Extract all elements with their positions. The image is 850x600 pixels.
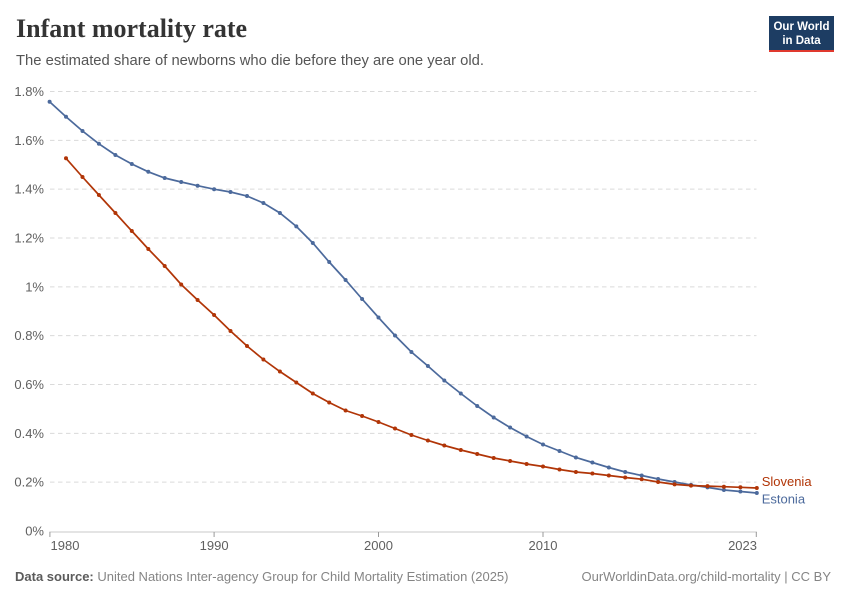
svg-text:0.6%: 0.6% <box>14 377 44 392</box>
svg-text:1.2%: 1.2% <box>14 231 44 246</box>
svg-text:Estonia: Estonia <box>762 492 806 507</box>
svg-text:2000: 2000 <box>364 538 393 553</box>
svg-text:1.4%: 1.4% <box>14 182 44 197</box>
svg-text:0%: 0% <box>25 524 44 539</box>
svg-text:2023: 2023 <box>728 538 757 553</box>
svg-text:1.8%: 1.8% <box>14 84 44 99</box>
svg-text:1%: 1% <box>25 279 44 294</box>
svg-text:1990: 1990 <box>200 538 229 553</box>
svg-text:1.6%: 1.6% <box>14 133 44 148</box>
svg-text:2010: 2010 <box>529 538 558 553</box>
svg-text:0.8%: 0.8% <box>14 328 44 343</box>
svg-text:0.2%: 0.2% <box>14 475 44 490</box>
svg-text:Slovenia: Slovenia <box>762 474 813 489</box>
svg-text:0.4%: 0.4% <box>14 426 44 441</box>
svg-text:1980: 1980 <box>51 538 80 553</box>
